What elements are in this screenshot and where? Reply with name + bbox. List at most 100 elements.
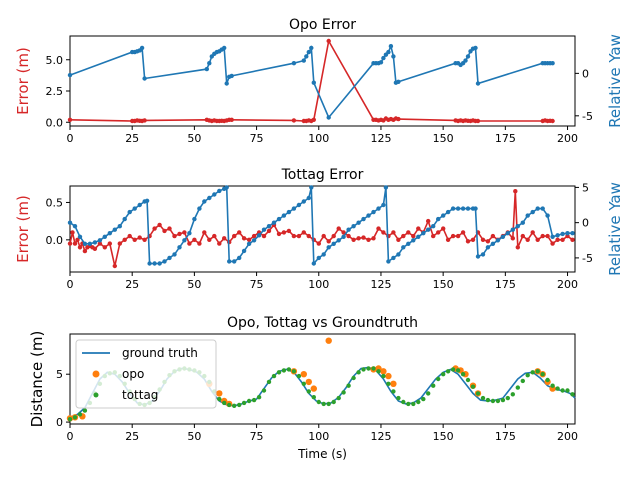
x-tick-label: 100 <box>308 430 329 443</box>
data-point <box>480 252 486 257</box>
data-point <box>336 238 341 243</box>
tottag-point <box>341 390 346 395</box>
tottag-point <box>545 377 550 383</box>
tottag-point <box>271 373 277 379</box>
opo-point <box>216 390 223 397</box>
data-point <box>351 224 356 229</box>
tottag-point <box>441 372 446 377</box>
data-point <box>445 237 451 242</box>
tottag-point <box>530 370 535 375</box>
data-point <box>490 233 496 239</box>
data-point <box>132 206 137 211</box>
data-point <box>473 206 478 211</box>
data-point <box>202 230 207 235</box>
tottag-point <box>356 370 361 375</box>
data-point <box>92 240 98 245</box>
data-point <box>535 237 540 242</box>
y-right-axis-label: Relative Yaw <box>606 34 624 128</box>
data-point <box>137 202 142 208</box>
y-axis-label: Error (m) <box>14 47 32 115</box>
data-point <box>77 234 83 239</box>
data-point <box>246 241 252 246</box>
data-point <box>436 216 441 222</box>
x-tick-label: 100 <box>308 132 329 145</box>
tottag-point <box>222 400 227 406</box>
tottag-point <box>227 402 232 408</box>
data-point <box>172 233 177 239</box>
y-tick-label: 2.5 <box>46 85 64 98</box>
tottag-point <box>525 373 530 378</box>
data-point <box>495 238 501 243</box>
tottag-point <box>520 378 525 384</box>
tottag-point <box>316 399 321 405</box>
data-point <box>306 49 311 55</box>
chart-title: Tottag Error <box>281 167 364 183</box>
data-point <box>540 233 545 239</box>
tottag-point <box>416 399 421 405</box>
x-tick-label: 25 <box>125 132 139 145</box>
data-point <box>266 228 272 234</box>
data-point <box>515 245 520 250</box>
data-point <box>381 55 386 61</box>
data-point <box>550 241 555 246</box>
data-point <box>152 226 157 231</box>
data-point <box>316 255 321 261</box>
data-point <box>162 259 167 264</box>
data-point <box>356 220 361 225</box>
data-point <box>381 202 386 208</box>
x-axis-label: Time (s) <box>297 447 347 461</box>
x-tick-label: 25 <box>125 430 139 443</box>
data-point <box>406 230 411 235</box>
data-point <box>102 234 108 239</box>
data-point <box>376 206 381 211</box>
data-point <box>485 239 491 244</box>
data-point <box>167 255 172 261</box>
data-point <box>197 241 202 246</box>
x-tick-label: 0 <box>67 430 74 443</box>
data-point <box>371 236 376 241</box>
data-point <box>152 261 157 266</box>
opo-point <box>310 385 317 392</box>
data-point <box>207 195 212 201</box>
data-point <box>309 185 314 190</box>
data-point <box>480 237 486 242</box>
tottag-point <box>361 367 366 372</box>
data-point <box>251 238 257 243</box>
data-point <box>187 231 192 236</box>
data-point <box>321 233 326 239</box>
data-point <box>311 80 316 85</box>
data-point <box>311 117 316 123</box>
tottag-point <box>475 391 481 396</box>
data-point <box>570 231 575 236</box>
tottag-point <box>490 398 496 404</box>
data-point <box>351 237 356 242</box>
data-point <box>475 254 481 259</box>
tottag-point <box>77 412 83 417</box>
tottag-point <box>376 369 381 374</box>
data-point <box>341 234 346 239</box>
data-point <box>67 241 73 246</box>
plot-frame <box>69 35 576 127</box>
y-right-tick-label: 0 <box>582 67 589 80</box>
data-point <box>117 241 123 246</box>
data-point <box>490 241 496 246</box>
y-right-tick-label: 5 <box>582 181 589 194</box>
tottag-point <box>286 367 292 372</box>
data-point <box>229 117 234 123</box>
legend-box <box>75 339 217 409</box>
data-point <box>304 54 309 59</box>
data-point <box>217 188 222 194</box>
legend-label: ground truth <box>122 346 198 360</box>
tottag-point <box>346 383 351 388</box>
data-point <box>107 231 113 236</box>
data-point <box>222 236 227 241</box>
tottag-point <box>301 381 306 386</box>
data-point <box>162 228 167 234</box>
data-point <box>391 230 396 235</box>
data-point <box>67 220 73 225</box>
tottag-point <box>436 376 441 382</box>
data-point <box>202 199 207 204</box>
x-tick-label: 200 <box>557 278 578 291</box>
tottag-point <box>381 373 386 379</box>
opo-point <box>300 371 307 378</box>
